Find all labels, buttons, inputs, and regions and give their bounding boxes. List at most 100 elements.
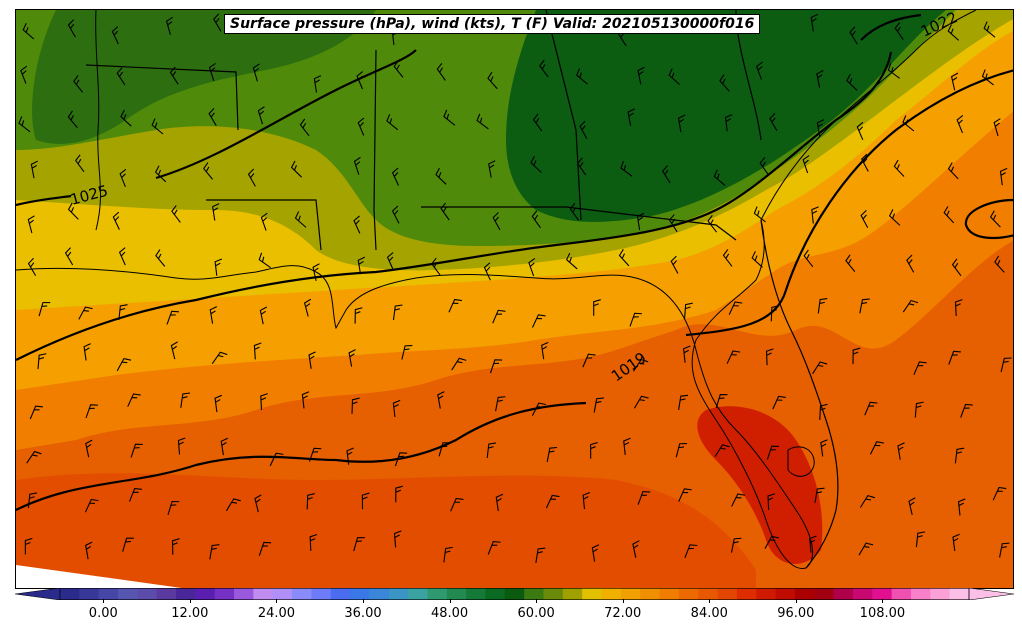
wind-barb (531, 402, 547, 416)
colorbar-swatch (330, 588, 351, 600)
wind-barb (301, 391, 310, 409)
wind-barb (714, 444, 730, 457)
wind-barb (495, 493, 504, 512)
colorbar-swatch (736, 588, 757, 600)
wind-barb (260, 393, 268, 411)
wind-barb (20, 65, 28, 84)
wind-barb (715, 394, 728, 409)
colorbar-tick-label: 84.00 (690, 606, 728, 621)
wind-barb (819, 403, 828, 421)
colorbar-swatch (698, 588, 719, 600)
wind-barb (260, 212, 268, 231)
wind-barb (443, 546, 453, 563)
colorbar-swatch (292, 588, 312, 600)
wind-barb (728, 301, 743, 315)
colorbar-swatch (195, 588, 216, 600)
isobar-1025-west (16, 194, 72, 207)
wind-barb (346, 447, 354, 465)
wind-barb (127, 393, 141, 407)
map-canvas: 1025 1022 1019 (16, 10, 1013, 588)
wind-barb (947, 24, 960, 41)
wind-barb (661, 165, 671, 184)
wind-barb (393, 530, 402, 548)
wind-barb (632, 540, 640, 558)
colorbar-swatch (350, 588, 370, 600)
wind-barb (528, 258, 536, 277)
wind-barb (120, 109, 132, 127)
wind-barb (769, 112, 778, 131)
wind-barb (27, 257, 37, 276)
wind-barb (713, 169, 726, 186)
wind-barb (719, 74, 730, 92)
colorbar-swatch (930, 588, 951, 600)
wind-barb (803, 249, 814, 268)
colorbar-swatch (214, 588, 235, 600)
wind-barb (677, 114, 686, 133)
colorbar-tick-mark (709, 599, 711, 603)
wind-barb (85, 439, 93, 458)
wind-barb (83, 343, 91, 361)
wind-barb (392, 399, 401, 418)
wind-barb (208, 62, 216, 81)
wind-barb (85, 541, 93, 560)
map-title: Surface pressure (hPa), wind (kts), T (F… (224, 14, 761, 34)
wind-barb (30, 160, 39, 179)
wind-barb (948, 350, 961, 365)
colorbar-tick-label: 60.00 (517, 606, 555, 621)
wind-barb (26, 450, 42, 464)
wind-barb (983, 21, 996, 38)
wind-barb (772, 395, 786, 410)
wind-barb (722, 249, 733, 267)
wind-barb (254, 494, 262, 513)
wind-barb (541, 341, 549, 360)
wind-barb (545, 494, 560, 509)
wind-barb (809, 535, 817, 553)
wind-barb (386, 252, 394, 271)
wind-barb (354, 307, 363, 324)
wind-barb (810, 13, 819, 32)
wind-barb (209, 306, 218, 324)
wind-barb (258, 541, 272, 556)
wind-barb (38, 302, 51, 317)
wind-barb (151, 118, 164, 135)
wind-barb (154, 165, 167, 183)
wind-barb (395, 485, 403, 503)
wind-barb (269, 452, 284, 467)
wind-barb (954, 299, 963, 317)
wind-barb (770, 305, 780, 322)
wind-barb (767, 493, 776, 511)
wind-barb (993, 118, 1001, 137)
wind-barb (950, 72, 959, 91)
wind-barb (27, 492, 38, 509)
wind-barb (209, 544, 220, 560)
wind-barb (858, 542, 874, 556)
wind-barb (860, 209, 869, 229)
colorbar-tick-mark (449, 599, 451, 603)
wind-barb (177, 437, 186, 455)
wind-barb (401, 344, 413, 360)
wind-barb (816, 119, 825, 137)
wind-barb (309, 533, 318, 551)
wind-barb (220, 437, 229, 456)
colorbar-swatch (60, 588, 80, 600)
wind-barb (78, 306, 93, 320)
wind-barb (252, 63, 260, 82)
wind-barb (119, 168, 127, 188)
colorbar-swatch (176, 588, 196, 600)
colorbar-swatch (833, 588, 854, 600)
wind-barb (492, 309, 506, 324)
temp-band-warm-gulf (16, 473, 756, 588)
state-line-la-ms (206, 199, 322, 251)
colorbar-swatch (524, 588, 545, 600)
colorbar-tick-label: 24.00 (257, 606, 296, 621)
wind-barb (637, 66, 645, 85)
colorbar-tick-label: 72.00 (604, 606, 642, 621)
wind-barb (859, 298, 870, 314)
wind-barb (532, 113, 543, 132)
wind-barb (165, 16, 174, 35)
wind-barb (539, 59, 549, 78)
wind-barb (353, 215, 361, 234)
wind-barb (27, 215, 35, 234)
wind-barb (531, 210, 541, 229)
wind-barb (116, 357, 132, 372)
